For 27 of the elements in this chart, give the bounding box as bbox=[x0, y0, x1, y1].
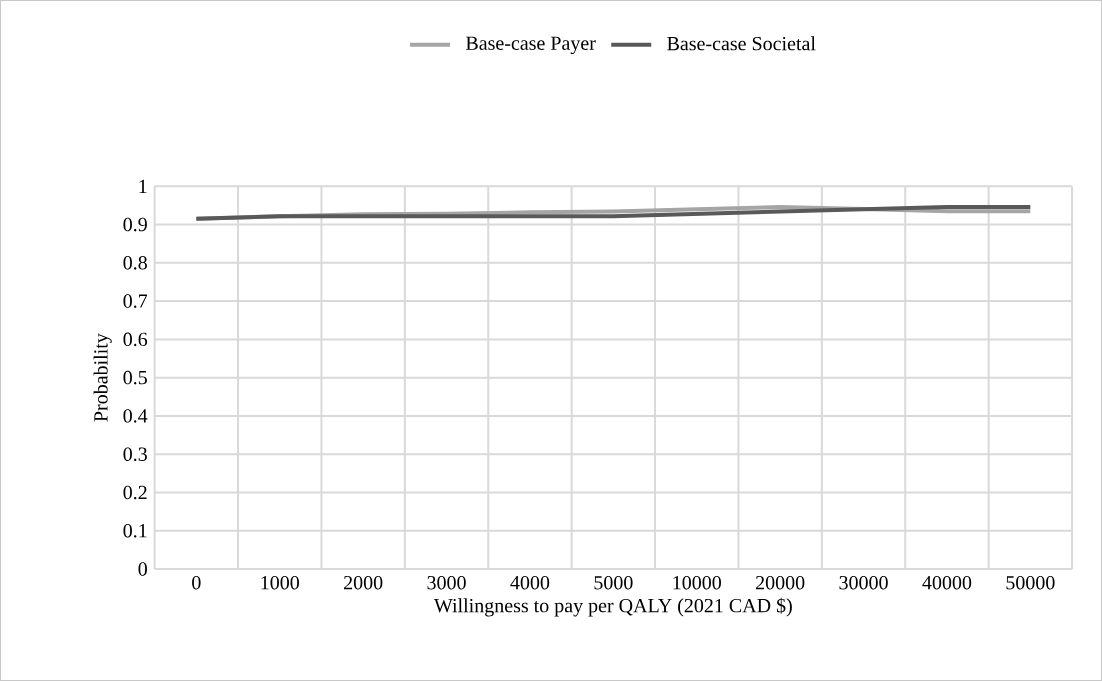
y-tick-label: 0.9 bbox=[123, 217, 147, 232]
x-tick-label: 10000 bbox=[673, 575, 721, 590]
y-tick-label: 0.3 bbox=[123, 447, 147, 462]
y-axis-title: Probability bbox=[93, 333, 112, 422]
y-tick-label: 0.7 bbox=[123, 294, 148, 308]
x-tick-label: 20000 bbox=[756, 575, 805, 590]
x-tick-label: 5000 bbox=[594, 575, 633, 590]
y-tick-label: 0.6 bbox=[123, 332, 148, 347]
x-tick-label: 40000 bbox=[922, 575, 972, 590]
y-tick-label: 0.4 bbox=[123, 409, 148, 423]
x-tick-label: 3000 bbox=[427, 575, 466, 590]
line-series bbox=[194, 204, 1033, 221]
y-tick-label: 0.2 bbox=[123, 485, 147, 500]
x-tick-label: 4000 bbox=[510, 575, 550, 590]
x-tick-label: 2000 bbox=[344, 575, 383, 590]
x-tick-label: 0 bbox=[192, 575, 201, 590]
y-tick-label: 0.8 bbox=[123, 256, 147, 270]
legend-label: Base-case Payer bbox=[465, 36, 596, 55]
y-tick-label: 0.1 bbox=[123, 523, 147, 538]
y-tick-label: 0.5 bbox=[123, 370, 147, 385]
x-tick-label: 1000 bbox=[261, 575, 299, 590]
x-axis-title: Willingness to pay per QALY (2021 CAD $) bbox=[433, 597, 792, 617]
y-tick-label: 1 bbox=[139, 179, 147, 193]
x-tick-label: 30000 bbox=[839, 575, 888, 590]
x-tick-label: 50000 bbox=[1006, 575, 1055, 590]
legend-label: Base-case Societal bbox=[667, 36, 816, 51]
y-tick-label: 0 bbox=[138, 562, 147, 576]
